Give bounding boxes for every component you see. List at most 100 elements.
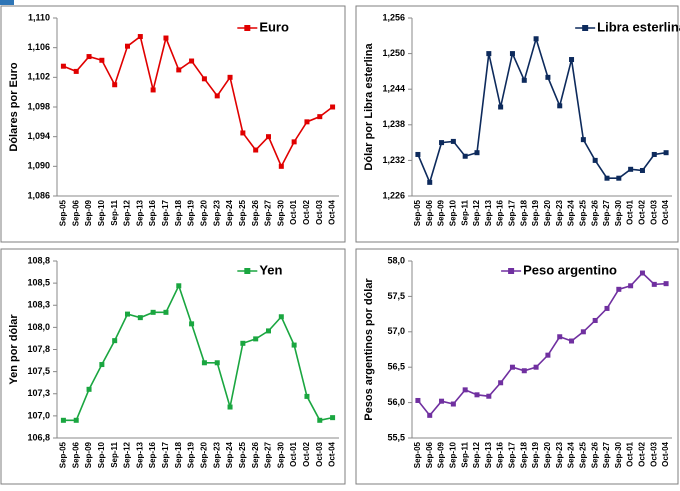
y-tick-label: 1,090: [27, 161, 50, 171]
x-tick-label: Sep-25: [578, 199, 587, 226]
y-axis-label: Dólar por Libra esterlina: [363, 43, 375, 171]
y-tick-label: 108,8: [27, 255, 50, 265]
marker: [112, 338, 118, 344]
marker: [163, 309, 169, 315]
y-axis-label: Pesos argentinos por dólar: [363, 278, 375, 421]
x-tick-label: Oct-03: [649, 441, 658, 466]
line: [63, 283, 333, 422]
marker: [227, 74, 233, 80]
x-tick-label: Oct-01: [289, 441, 298, 466]
legend-label: Peso argentino: [523, 262, 617, 277]
y-tick-label: 1,232: [382, 155, 405, 165]
legend-marker: [244, 25, 251, 31]
marker: [201, 360, 207, 366]
x-tick-label: Sep-20: [543, 199, 552, 226]
x-tick-label: Sep-23: [555, 441, 564, 468]
marker: [474, 150, 480, 156]
marker: [227, 404, 233, 410]
marker: [498, 380, 504, 386]
x-tick-label: Sep-25: [238, 199, 247, 226]
line: [417, 35, 667, 185]
x-tick-label: Sep-25: [238, 441, 247, 468]
marker: [99, 362, 105, 368]
y-tick-label: 1,110: [28, 12, 50, 22]
x-tick-label: Sep-23: [212, 199, 221, 226]
marker: [462, 153, 468, 159]
x-tick-label: Sep-27: [264, 441, 273, 468]
marker: [580, 137, 586, 143]
x-tick-label: Sep-18: [519, 441, 528, 468]
x-tick-label: Sep-18: [174, 199, 183, 226]
x-tick-label: Sep-30: [276, 199, 285, 226]
x-tick-label: Sep-26: [590, 441, 599, 468]
y-tick-label: 57,5: [387, 291, 405, 301]
marker: [150, 309, 156, 315]
x-tick-label: Sep-27: [602, 199, 611, 226]
x-tick-label: Sep-23: [212, 441, 221, 468]
x-tick-label: Oct-02: [302, 199, 311, 224]
x-tick-label: Oct-02: [638, 441, 647, 466]
x-tick-label: Sep-12: [123, 441, 132, 468]
panel: [355, 248, 679, 485]
marker: [73, 417, 79, 423]
marker: [474, 392, 480, 398]
x-tick-label: Sep-18: [174, 441, 183, 468]
marker: [291, 139, 297, 145]
x-tick-label: Sep-24: [225, 441, 234, 468]
marker: [73, 68, 79, 74]
marker: [450, 401, 456, 407]
x-tick-label: Sep-24: [225, 199, 234, 226]
marker: [317, 417, 323, 423]
x-tick-label: Sep-05: [59, 441, 68, 468]
x-tick-label: Sep-11: [460, 199, 469, 225]
x-tick-label: Sep-09: [84, 199, 93, 226]
x-tick-label: Sep-17: [508, 199, 517, 226]
x-tick-label: Oct-04: [661, 441, 670, 466]
marker: [291, 342, 297, 348]
marker: [651, 281, 657, 287]
x-tick-label: Oct-04: [328, 199, 337, 224]
x-tick-label: Sep-20: [200, 199, 209, 226]
x-tick-label: Sep-06: [71, 199, 80, 226]
marker: [176, 67, 182, 73]
y-tick-label: 108,5: [27, 278, 50, 288]
y-tick-label: 57,0: [387, 326, 405, 336]
y-tick-label: 107,3: [27, 388, 50, 398]
y-tick-label: 56,5: [387, 362, 405, 372]
x-tick-label: Oct-01: [289, 199, 298, 224]
marker: [60, 63, 66, 69]
y-tick-label: 108,3: [27, 300, 50, 310]
marker: [163, 35, 169, 41]
panel: [0, 248, 346, 485]
x-tick-label: Sep-20: [543, 441, 552, 468]
marker: [616, 286, 622, 292]
x-tick-label: Oct-02: [302, 441, 311, 466]
y-tick-label: 1,086: [27, 190, 50, 200]
marker: [176, 283, 182, 289]
x-tick-label: Sep-05: [59, 199, 68, 226]
x-tick-label: Sep-06: [425, 441, 434, 468]
y-tick-label: 1,238: [382, 119, 405, 129]
x-tick-label: Sep-10: [97, 441, 106, 468]
x-tick-label: Sep-19: [531, 441, 540, 468]
marker: [580, 329, 586, 335]
marker: [240, 340, 246, 346]
x-tick-label: Oct-03: [315, 441, 324, 466]
y-tick-label: 106,8: [27, 432, 50, 442]
marker: [427, 412, 433, 418]
marker: [189, 58, 195, 64]
marker: [253, 336, 259, 342]
y-axis-label: Yen por dólar: [8, 314, 20, 385]
y-tick-label: 1,226: [382, 190, 405, 200]
marker: [214, 93, 220, 99]
marker: [240, 130, 246, 136]
x-tick-label: Sep-17: [508, 441, 517, 468]
x-tick-label: Sep-11: [110, 199, 119, 225]
marker: [253, 147, 259, 153]
x-tick-label: Sep-16: [148, 441, 157, 468]
x-tick-label: Oct-04: [661, 199, 670, 224]
marker: [137, 34, 143, 40]
marker: [663, 150, 669, 156]
marker: [557, 103, 563, 109]
marker: [214, 360, 220, 366]
